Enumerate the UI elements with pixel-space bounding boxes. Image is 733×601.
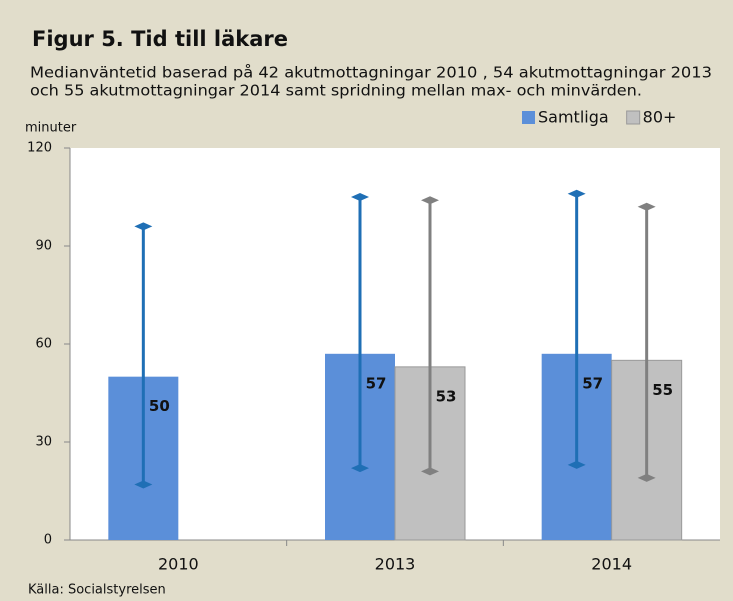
x-tick-label: 2013 <box>375 555 416 574</box>
source: Källa: Socialstyrelsen <box>28 583 166 598</box>
y-tick-label: 60 <box>35 337 52 352</box>
y-axis-label: minuter <box>25 121 77 136</box>
y-tick-label: 90 <box>35 239 52 254</box>
y-tick-label: 0 <box>44 533 52 548</box>
error-cap <box>134 480 153 489</box>
error-cap <box>637 473 656 482</box>
error-cap <box>421 196 439 205</box>
error-cap <box>567 460 586 469</box>
chart-title: Figur 5. Tid till läkare <box>32 27 288 51</box>
data-label: 57 <box>366 374 387 392</box>
data-label: 55 <box>652 381 673 399</box>
error-cap <box>637 202 656 211</box>
error-cap <box>421 467 439 476</box>
legend-swatch <box>626 110 641 125</box>
data-label: 57 <box>582 374 603 392</box>
legend-label: 80+ <box>643 108 677 127</box>
y-tick-label: 120 <box>27 141 52 156</box>
error-cap <box>351 464 369 473</box>
data-label: 53 <box>436 387 457 405</box>
error-cap <box>567 189 586 198</box>
subtitle: Medianväntetid baserad på 42 akutmottagn… <box>30 64 712 82</box>
subtitle: och 55 akutmottagningar 2014 samt spridn… <box>30 82 642 100</box>
error-cap <box>134 222 153 231</box>
y-tick-label: 30 <box>35 435 52 450</box>
legend-swatch <box>522 111 535 124</box>
x-tick-label: 2010 <box>158 555 199 574</box>
x-tick-label: 2014 <box>591 555 632 574</box>
legend-label: Samtliga <box>538 108 609 127</box>
error-cap <box>351 193 369 201</box>
data-label: 50 <box>149 397 170 415</box>
